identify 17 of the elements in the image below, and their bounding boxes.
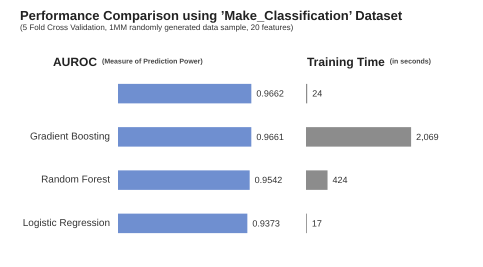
data-label: 424 [332, 175, 348, 186]
text: Performance Comparison using ’Make_Classification’ Dataset [20, 8, 404, 23]
y-tick-label: Gradient Boosting [30, 131, 110, 142]
bar [306, 170, 328, 190]
chart-title: Training Time [307, 55, 386, 69]
data-label: 0.9661 [256, 132, 284, 142]
text: (5 Fold Cross Validation, 1MM randomly generated data sample, 20 features) [20, 23, 294, 32]
data-label: 0.9662 [256, 88, 284, 99]
y-tick-label: Random Forest [41, 174, 110, 186]
data-label: 0.9373 [252, 218, 280, 228]
y-tick-label: Logistic Regression [22, 218, 110, 229]
data-label: 0.9542 [254, 175, 282, 186]
data-label: 17 [312, 218, 322, 228]
data-label: 2,069 [416, 132, 439, 142]
chart-title: AUROC [53, 55, 98, 69]
data-label: 24 [312, 88, 322, 99]
bar [306, 127, 412, 147]
